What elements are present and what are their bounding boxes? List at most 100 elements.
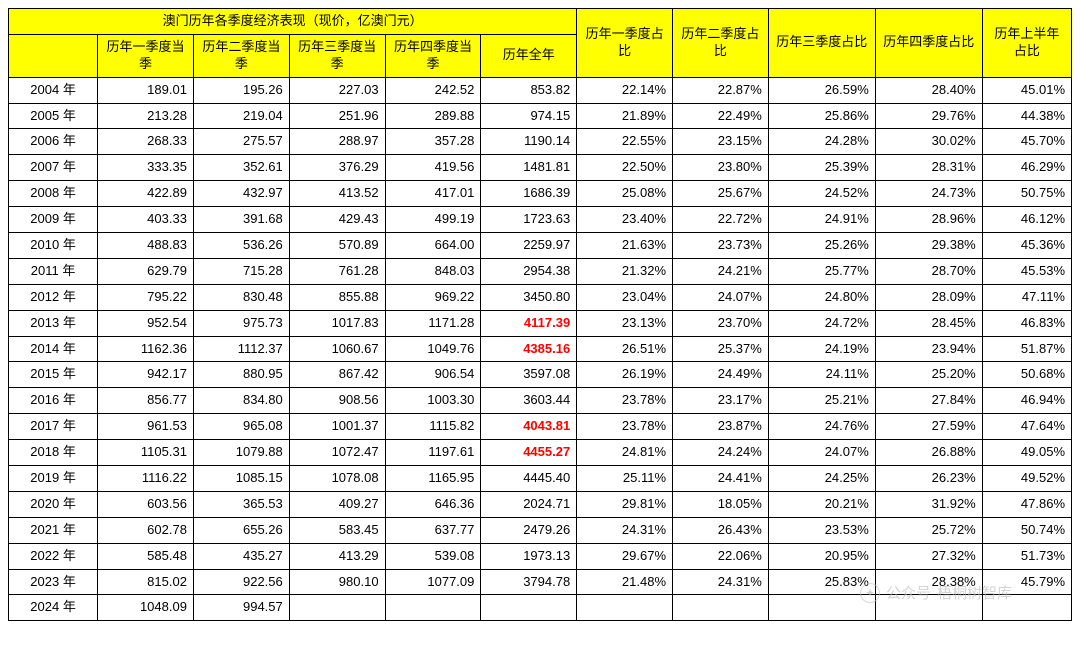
cell-rh: 45.53%: [982, 258, 1071, 284]
cell-q1: 213.28: [98, 103, 194, 129]
cell-q3: 867.42: [289, 362, 385, 388]
table-row: 2004 年189.01195.26227.03242.52853.8222.1…: [9, 77, 1072, 103]
cell-fy: 974.15: [481, 103, 577, 129]
table-row: 2023 年815.02922.56980.101077.093794.7821…: [9, 569, 1072, 595]
cell-r1: 21.48%: [577, 569, 673, 595]
table-row: 2018 年1105.311079.881072.471197.614455.2…: [9, 440, 1072, 466]
cell-fy: 2479.26: [481, 517, 577, 543]
cell-r2: 26.43%: [673, 517, 769, 543]
cell-r4: 27.84%: [875, 388, 982, 414]
cell-fy: 3597.08: [481, 362, 577, 388]
cell-q3: 908.56: [289, 388, 385, 414]
cell-q4: 646.36: [385, 491, 481, 517]
cell-rh: 46.29%: [982, 155, 1071, 181]
cell-year: 2004 年: [9, 77, 98, 103]
cell-q4: 848.03: [385, 258, 481, 284]
cell-r2: 22.87%: [673, 77, 769, 103]
cell-r2: [673, 595, 769, 621]
cell-q3: 855.88: [289, 284, 385, 310]
cell-r1: 29.67%: [577, 543, 673, 569]
table-row: 2009 年403.33391.68429.43499.191723.6323.…: [9, 207, 1072, 233]
cell-q3: 1001.37: [289, 414, 385, 440]
cell-fy: 1190.14: [481, 129, 577, 155]
cell-q2: 435.27: [193, 543, 289, 569]
cell-fy: 4445.40: [481, 466, 577, 492]
cell-r3: 25.39%: [768, 155, 875, 181]
cell-q1: 488.83: [98, 233, 194, 259]
cell-rh: 47.11%: [982, 284, 1071, 310]
cell-q1: 1116.22: [98, 466, 194, 492]
cell-r2: 24.41%: [673, 466, 769, 492]
cell-q4: 1049.76: [385, 336, 481, 362]
cell-q1: 629.79: [98, 258, 194, 284]
cell-year: 2011 年: [9, 258, 98, 284]
cell-q2: 715.28: [193, 258, 289, 284]
cell-r4: 28.45%: [875, 310, 982, 336]
cell-r2: 24.49%: [673, 362, 769, 388]
cell-r1: 23.78%: [577, 414, 673, 440]
cell-q3: 429.43: [289, 207, 385, 233]
cell-r4: 26.88%: [875, 440, 982, 466]
cell-q1: 189.01: [98, 77, 194, 103]
cell-q4: 1165.95: [385, 466, 481, 492]
cell-r3: 24.52%: [768, 181, 875, 207]
cell-r4: 25.72%: [875, 517, 982, 543]
cell-r2: 24.31%: [673, 569, 769, 595]
cell-fy: 4117.39: [481, 310, 577, 336]
economic-table: 澳门历年各季度经济表现（现价，亿澳门元） 历年一季度占比 历年二季度占比 历年三…: [8, 8, 1072, 621]
cell-q1: 856.77: [98, 388, 194, 414]
cell-rh: 45.70%: [982, 129, 1071, 155]
cell-r1: 22.55%: [577, 129, 673, 155]
cell-r1: 21.89%: [577, 103, 673, 129]
cell-rh: 46.83%: [982, 310, 1071, 336]
cell-year: 2008 年: [9, 181, 98, 207]
cell-r3: [768, 595, 875, 621]
table-row: 2017 年961.53965.081001.371115.824043.812…: [9, 414, 1072, 440]
cell-fy: 1686.39: [481, 181, 577, 207]
cell-r1: [577, 595, 673, 621]
cell-rh: [982, 595, 1071, 621]
cell-r3: 24.19%: [768, 336, 875, 362]
cell-q4: 499.19: [385, 207, 481, 233]
cell-r2: 22.06%: [673, 543, 769, 569]
cell-r3: 25.26%: [768, 233, 875, 259]
col-q3-ratio: 历年三季度占比: [768, 9, 875, 78]
col-q4: 历年四季度当季: [385, 34, 481, 77]
cell-r2: 23.87%: [673, 414, 769, 440]
cell-rh: 45.36%: [982, 233, 1071, 259]
cell-fy: 4043.81: [481, 414, 577, 440]
cell-fy: 1723.63: [481, 207, 577, 233]
cell-r4: 29.76%: [875, 103, 982, 129]
cell-r3: 24.80%: [768, 284, 875, 310]
cell-r3: 26.59%: [768, 77, 875, 103]
col-year: [9, 34, 98, 77]
cell-r3: 20.21%: [768, 491, 875, 517]
cell-r2: 23.70%: [673, 310, 769, 336]
cell-q1: 961.53: [98, 414, 194, 440]
cell-rh: 45.79%: [982, 569, 1071, 595]
cell-r4: 23.94%: [875, 336, 982, 362]
cell-q3: 1060.67: [289, 336, 385, 362]
cell-rh: 50.75%: [982, 181, 1071, 207]
cell-q4: 1077.09: [385, 569, 481, 595]
cell-q4: 1003.30: [385, 388, 481, 414]
cell-year: 2017 年: [9, 414, 98, 440]
cell-q2: 219.04: [193, 103, 289, 129]
cell-q1: 1105.31: [98, 440, 194, 466]
cell-q4: 906.54: [385, 362, 481, 388]
table-body: 2004 年189.01195.26227.03242.52853.8222.1…: [9, 77, 1072, 621]
col-q2: 历年二季度当季: [193, 34, 289, 77]
cell-r4: 25.20%: [875, 362, 982, 388]
cell-q4: 664.00: [385, 233, 481, 259]
cell-q2: 655.26: [193, 517, 289, 543]
cell-fy: 3603.44: [481, 388, 577, 414]
cell-r1: 24.81%: [577, 440, 673, 466]
col-full-year: 历年全年: [481, 34, 577, 77]
cell-q4: 539.08: [385, 543, 481, 569]
cell-q2: 965.08: [193, 414, 289, 440]
cell-q4: 1171.28: [385, 310, 481, 336]
cell-fy: 1973.13: [481, 543, 577, 569]
cell-r4: 24.73%: [875, 181, 982, 207]
cell-year: 2022 年: [9, 543, 98, 569]
cell-q4: 1197.61: [385, 440, 481, 466]
